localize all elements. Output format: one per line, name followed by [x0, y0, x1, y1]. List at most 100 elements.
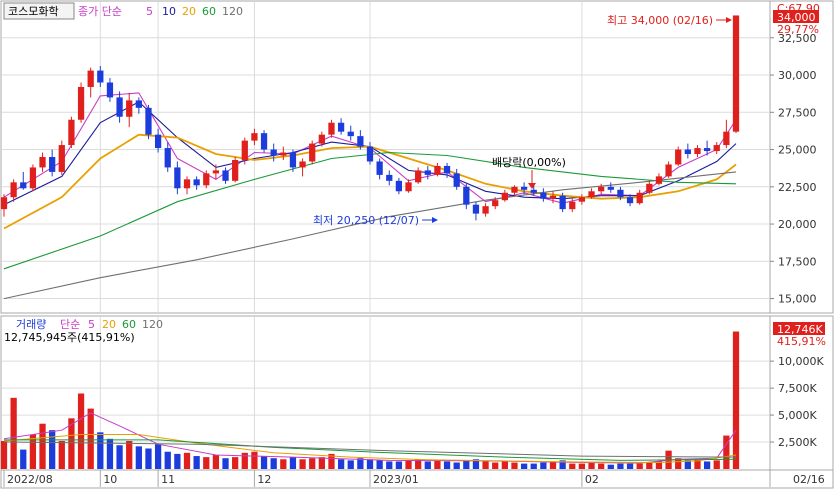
candle-body: [135, 100, 142, 108]
volume-bar: [164, 451, 171, 469]
volume-legend-ma-prefix: 단순: [60, 318, 80, 331]
candle-body: [684, 149, 691, 155]
volume-pct-label: 415,91%: [777, 335, 826, 348]
candle-body: [203, 173, 210, 186]
candle-body: [415, 170, 422, 183]
volume-bar: [116, 445, 123, 469]
volume-bar: [424, 461, 431, 469]
volume-bar: [222, 458, 229, 469]
volume-bar: [684, 460, 691, 469]
volume-readout: 12,745,945주(415,91%): [4, 331, 135, 344]
candle-body: [655, 176, 663, 184]
volume-tick-label: 10,000K: [778, 355, 824, 368]
dividend-annotation-text: 배당락(0,00%): [492, 156, 566, 169]
dividend-arrow-head: [528, 183, 536, 189]
high-annotation-text: 최고 34,000 (02/16): [607, 14, 713, 27]
candle-body: [309, 143, 316, 162]
candle-body: [39, 157, 46, 168]
candle-body: [289, 152, 297, 168]
volume-bar: [251, 451, 258, 469]
candle-body: [299, 161, 306, 168]
candle-body: [251, 133, 258, 141]
candle-body: [703, 148, 711, 152]
candle-body: [501, 192, 508, 201]
volume-bar: [232, 457, 239, 469]
candle-body: [386, 174, 393, 181]
candle-body: [106, 82, 114, 98]
volume-bar: [549, 461, 557, 469]
candle-body: [646, 183, 653, 193]
volume-bar: [472, 459, 480, 469]
candle-body: [665, 164, 672, 177]
volume-tick-label: 5,000K: [778, 409, 817, 422]
volume-bar: [636, 463, 643, 469]
volume-bar: [492, 462, 499, 469]
stock-name-box[interactable]: [3, 2, 75, 20]
volume-legend-ma20: 20: [102, 318, 116, 331]
price-ma-10-line: [3, 101, 737, 206]
candle-body: [328, 122, 335, 135]
xaxis-label: 10: [103, 473, 117, 486]
current-volume-label: 12,746K: [777, 323, 823, 336]
volume-legend-prefix: 거래량: [16, 318, 46, 331]
xaxis-label: 2023/01: [373, 473, 419, 486]
candle-body: [636, 192, 643, 204]
price-tick-label: 22,500: [778, 181, 817, 194]
candle-body: [174, 167, 181, 189]
volume-bar: [347, 460, 354, 469]
candle-body: [732, 15, 740, 132]
price-tick-label: 27,500: [778, 106, 817, 119]
candle-body: [530, 189, 537, 193]
candle-body: [617, 189, 624, 198]
volume-bar: [588, 462, 595, 469]
volume-legend-ma5: 5: [88, 318, 95, 331]
volume-legend: 거래량 단순 5 20 60 120 12,745,945주(415,91%): [4, 318, 163, 344]
candle-body: [598, 186, 605, 192]
volume-bar: [626, 463, 634, 469]
volume-bar: [366, 459, 374, 469]
price-tick-label: 30,000: [778, 69, 817, 82]
volume-ma-120-line: [3, 441, 737, 458]
volume-bar: [77, 393, 85, 469]
volume-bar: [713, 460, 720, 469]
volume-bar: [511, 462, 518, 469]
high-arrow-head: [726, 17, 732, 23]
volume-bar: [203, 457, 210, 469]
current-volume-tag: [773, 322, 825, 335]
volume-bar: [732, 331, 740, 469]
volume-tick-label: 2,500K: [778, 436, 817, 449]
candle-body: [58, 145, 65, 172]
volume-legend-ma120: 120: [142, 318, 163, 331]
candle-body: [540, 192, 547, 199]
candle-body: [549, 195, 557, 199]
price-ma-120-line: [3, 171, 737, 300]
candle-body: [241, 140, 248, 160]
volume-legend-ma60: 60: [122, 318, 136, 331]
volume-bar: [58, 440, 65, 469]
candle-body: [511, 186, 518, 193]
xaxis-label: 12: [257, 473, 271, 486]
volume-bar: [309, 458, 316, 469]
volume-bar: [97, 432, 104, 469]
volume-bar: [289, 457, 297, 469]
volume-bar: [260, 456, 268, 469]
candle-body: [20, 182, 27, 189]
price-panel-frame: [0, 0, 771, 314]
price-axis-area: [769, 0, 834, 314]
price-legend-ma5: 5: [146, 5, 153, 18]
candle-body: [723, 131, 730, 146]
candle-body: [10, 182, 17, 198]
volume-bar: [703, 461, 711, 469]
volume-bar: [29, 434, 37, 469]
price-tags: C:67.90 34,000 29,77%: [773, 2, 820, 36]
volume-bar: [270, 458, 277, 469]
volume-bar: [482, 461, 489, 469]
candle-body: [694, 148, 701, 155]
volume-bar: [655, 461, 663, 469]
volume-bar: [87, 408, 94, 469]
candle-body: [0, 197, 8, 210]
volume-bar: [106, 438, 114, 469]
price-legend: 코스모화학 종가 단순 5 10 20 60 120: [3, 2, 243, 20]
candle-body: [77, 86, 85, 120]
